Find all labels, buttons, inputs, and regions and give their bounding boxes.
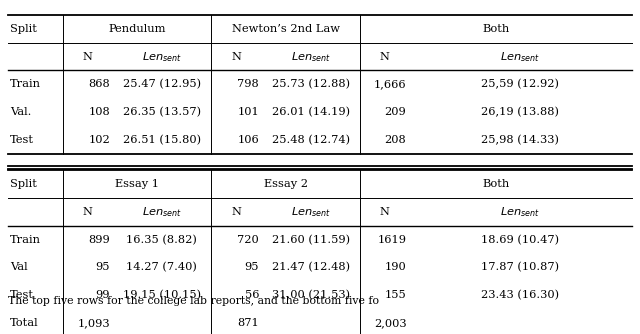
Text: Pendulum: Pendulum xyxy=(108,24,166,34)
Text: 99: 99 xyxy=(95,290,110,300)
Text: Newton’s 2nd Law: Newton’s 2nd Law xyxy=(232,24,340,34)
Text: Essay 1: Essay 1 xyxy=(115,179,159,189)
Text: 209: 209 xyxy=(385,107,406,117)
Text: 868: 868 xyxy=(88,79,110,89)
Text: 26.51 (15.80): 26.51 (15.80) xyxy=(122,135,201,145)
Text: 26.35 (13.57): 26.35 (13.57) xyxy=(122,107,201,117)
Text: 190: 190 xyxy=(385,263,406,272)
Text: Both: Both xyxy=(483,24,510,34)
Text: $\mathit{Len}_{\mathit{sent}}$: $\mathit{Len}_{\mathit{sent}}$ xyxy=(141,50,182,63)
Text: 798: 798 xyxy=(237,79,259,89)
Text: 25,59 (12.92): 25,59 (12.92) xyxy=(481,79,559,90)
Text: 1,093: 1,093 xyxy=(77,318,110,328)
Text: Train: Train xyxy=(10,79,41,89)
Text: 108: 108 xyxy=(88,107,110,117)
Text: $\mathit{Len}_{\mathit{sent}}$: $\mathit{Len}_{\mathit{sent}}$ xyxy=(500,50,540,63)
Text: N: N xyxy=(231,207,241,217)
Text: 25.48 (12.74): 25.48 (12.74) xyxy=(271,135,350,145)
Text: $\mathit{Len}_{\mathit{sent}}$: $\mathit{Len}_{\mathit{sent}}$ xyxy=(291,50,331,63)
Text: 16.35 (8.82): 16.35 (8.82) xyxy=(126,234,197,245)
Text: 720: 720 xyxy=(237,235,259,244)
Text: N: N xyxy=(83,52,92,61)
Text: 21.47 (12.48): 21.47 (12.48) xyxy=(271,262,350,273)
Text: 19.15 (10.15): 19.15 (10.15) xyxy=(122,290,201,300)
Text: 17.87 (10.87): 17.87 (10.87) xyxy=(481,262,559,273)
Text: 1,666: 1,666 xyxy=(374,79,406,89)
Text: 1619: 1619 xyxy=(378,235,406,244)
Text: Val: Val xyxy=(10,263,28,272)
Text: The top five rows for the college lab reports, and the bottom five fo: The top five rows for the college lab re… xyxy=(8,296,379,306)
Text: Test: Test xyxy=(10,135,35,145)
Text: 208: 208 xyxy=(385,135,406,145)
Text: 25.47 (12.95): 25.47 (12.95) xyxy=(122,79,201,90)
Text: N: N xyxy=(380,207,389,217)
Text: 102: 102 xyxy=(88,135,110,145)
Text: Split: Split xyxy=(10,24,37,34)
Text: 25.73 (12.88): 25.73 (12.88) xyxy=(271,79,350,90)
Text: N: N xyxy=(231,52,241,61)
Text: 31.00 (21.53): 31.00 (21.53) xyxy=(271,290,350,300)
Text: Essay 2: Essay 2 xyxy=(264,179,308,189)
Text: 899: 899 xyxy=(88,235,110,244)
Text: 106: 106 xyxy=(237,135,259,145)
Text: 26.01 (14.19): 26.01 (14.19) xyxy=(271,107,350,117)
Text: 871: 871 xyxy=(237,318,259,328)
Text: 101: 101 xyxy=(237,107,259,117)
Text: 56: 56 xyxy=(244,290,259,300)
Text: 18.69 (10.47): 18.69 (10.47) xyxy=(481,234,559,245)
Text: Val.: Val. xyxy=(10,107,31,117)
Text: 26,19 (13.88): 26,19 (13.88) xyxy=(481,107,559,117)
Text: 23.43 (16.30): 23.43 (16.30) xyxy=(481,290,559,300)
Text: Total: Total xyxy=(10,318,39,328)
Text: $\mathit{Len}_{\mathit{sent}}$: $\mathit{Len}_{\mathit{sent}}$ xyxy=(500,205,540,219)
Text: 95: 95 xyxy=(95,263,110,272)
Text: 2,003: 2,003 xyxy=(374,318,406,328)
Text: Both: Both xyxy=(483,179,510,189)
Text: Split: Split xyxy=(10,179,37,189)
Text: N: N xyxy=(380,52,389,61)
Text: Train: Train xyxy=(10,235,41,244)
Text: N: N xyxy=(83,207,92,217)
Text: 21.60 (11.59): 21.60 (11.59) xyxy=(271,234,350,245)
Text: 25,98 (14.33): 25,98 (14.33) xyxy=(481,135,559,145)
Text: 14.27 (7.40): 14.27 (7.40) xyxy=(126,262,197,273)
Text: 95: 95 xyxy=(244,263,259,272)
Text: 155: 155 xyxy=(385,290,406,300)
Text: $\mathit{Len}_{\mathit{sent}}$: $\mathit{Len}_{\mathit{sent}}$ xyxy=(141,205,182,219)
Text: $\mathit{Len}_{\mathit{sent}}$: $\mathit{Len}_{\mathit{sent}}$ xyxy=(291,205,331,219)
Text: Test: Test xyxy=(10,290,35,300)
